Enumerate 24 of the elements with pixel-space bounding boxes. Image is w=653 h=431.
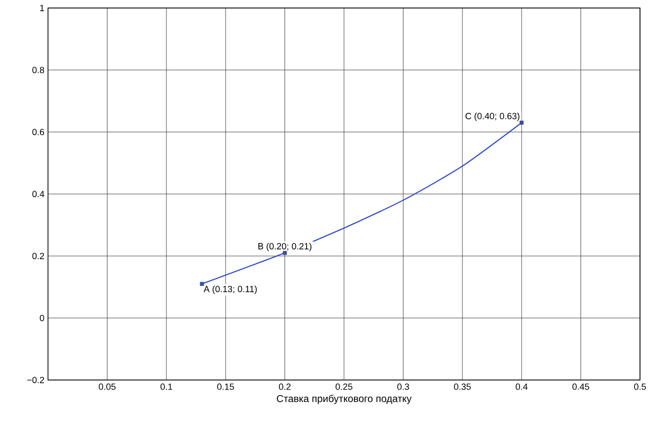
- line-series: [201, 122, 522, 284]
- x-tick-label: 0.5: [634, 384, 646, 390]
- y-tick-label: 0.8: [32, 66, 44, 74]
- y-tick-label: 1: [40, 4, 44, 12]
- point: [520, 120, 524, 125]
- y-tick-label: −0.2: [27, 376, 44, 384]
- x-tick-label: 0.3: [397, 384, 410, 390]
- x-tick-label: 0.45: [572, 384, 590, 390]
- x-tick-label: 0.2: [278, 384, 291, 390]
- x-tick-label: 0.1: [160, 384, 172, 390]
- annotation: B (0.20; 0.21): [258, 242, 312, 252]
- x-tick-label: 0.25: [336, 384, 352, 390]
- y-tick-label: 0.6: [32, 128, 44, 136]
- annotation: A (0.13; 0.11): [204, 286, 257, 294]
- x-tick-label: 0.15: [217, 384, 234, 390]
- x-tick-label: 0.35: [454, 384, 471, 390]
- point: [200, 282, 204, 286]
- x-tick-label: 0.4: [516, 384, 528, 390]
- y-tick-label: 0: [40, 314, 44, 322]
- y-tick-label: 0.2: [32, 252, 44, 260]
- y-tick-label: 0.4: [32, 190, 44, 198]
- x-axis-title: Ставка прибуткового податку: [276, 394, 412, 404]
- annotation: C (0.40; 0.63): [466, 112, 520, 122]
- x-tick-label: 0.05: [98, 384, 116, 390]
